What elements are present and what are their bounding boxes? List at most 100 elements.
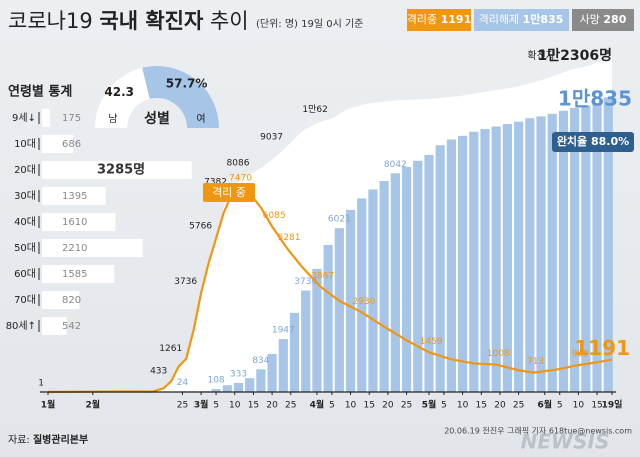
category-label: 10대 (14, 138, 36, 150)
source: 자료: 질병관리본부 (8, 433, 88, 446)
callout-box (203, 183, 255, 202)
age-bar (42, 213, 116, 231)
bar (413, 160, 423, 392)
gauge-value: 57.7% (166, 77, 208, 91)
bar (424, 154, 434, 392)
logo: NEWSIS (521, 430, 610, 454)
bar-label: 175 (62, 113, 81, 124)
data-label: 108 (207, 376, 224, 386)
data-label: 834 (252, 356, 269, 366)
bar (502, 124, 513, 393)
x-tick-label: 10 (573, 401, 585, 411)
data-label: 5766 (189, 222, 212, 232)
bar (581, 105, 591, 393)
x-tick-label: 15 (591, 401, 602, 411)
subtitle: (단위: 명) 19일 0시 기준 (256, 17, 363, 30)
annotations: 격리 중 격리해제 완치율 88.0% 확진자 (203, 50, 634, 202)
category-label: 9세↓ (12, 112, 36, 124)
x-tick-label: 5월 (422, 399, 437, 411)
gauge-segment (142, 66, 219, 128)
bar (345, 209, 356, 392)
bar (233, 382, 244, 392)
x-tick-label: 25 (285, 401, 296, 411)
x-tick-label: 15 (363, 401, 374, 411)
bar-label: 820 (62, 295, 81, 306)
bar (357, 198, 367, 392)
credit: 20.06.19 전진우 그래픽 기자 618tue@newsis.com (444, 426, 632, 436)
badge (572, 9, 634, 31)
bar-label: 2210 (62, 243, 87, 254)
category-label: 70대 (14, 294, 36, 306)
bar (312, 268, 322, 392)
bar (334, 228, 344, 392)
x-tick-label: 6월 (537, 399, 552, 411)
data-label: 1459 (420, 337, 443, 347)
bar-label: 1585 (62, 269, 87, 280)
x-tick-label: 10 (229, 401, 241, 411)
line (47, 187, 613, 394)
x-tick-label: 10 (457, 401, 469, 411)
bar (256, 369, 266, 392)
rate: 완치율 88.0% (557, 134, 629, 148)
x-tick-label: 5 (213, 401, 219, 411)
data-label: 1191 (574, 336, 630, 360)
x-tick-label: 25 (177, 401, 188, 411)
bar (480, 129, 490, 393)
bar (278, 339, 288, 392)
x-tick-label: 4월 (310, 399, 325, 411)
title: 코로나19 국내 확진자 추이 (8, 9, 249, 33)
bar (458, 135, 468, 392)
data-label: 6021 (328, 215, 351, 225)
x-tick-label: 19일 (602, 399, 623, 411)
x-tick-label: 25 (401, 401, 412, 411)
data-label: 989 (572, 350, 589, 360)
gauge-category: 남 (108, 113, 117, 125)
title-part: 추이 (210, 9, 249, 33)
annotation: 격리해제 (395, 133, 435, 147)
bar (570, 107, 580, 392)
data-label: 1만2306명 (538, 47, 612, 64)
rate-box (552, 132, 634, 152)
bar (379, 181, 389, 392)
badge-text: 격리중 1191 (407, 13, 472, 26)
x-tick-label: 5 (557, 401, 563, 411)
x-tick-label: 20 (382, 401, 394, 411)
age-bar (42, 239, 143, 257)
title-part: 코로나19 (8, 9, 93, 33)
data-label: 3867 (311, 271, 334, 281)
bar (390, 173, 400, 392)
x-tick-label: 5 (329, 401, 335, 411)
data-label: 433 (150, 367, 167, 377)
data-label: 2930 (352, 297, 375, 307)
badge (474, 9, 569, 31)
data-label: 1만62 (302, 104, 327, 115)
category-label: 50대 (14, 242, 36, 254)
bar-label: 3285명 (97, 162, 145, 178)
x-tick-label: 3월 (194, 399, 209, 411)
age-bar (42, 109, 50, 127)
bar (267, 353, 277, 392)
age-bar (42, 291, 80, 309)
badge-text: 사망 280 (580, 13, 627, 26)
title-part: 국내 확진자 (99, 9, 204, 33)
data-label: 1947 (272, 326, 295, 336)
gauge-title: 성별 (144, 110, 170, 127)
x-tick-label: 20 (266, 401, 278, 411)
bar (446, 139, 456, 392)
annotation: 확진자 (527, 50, 555, 62)
x-tick-label: 10 (345, 401, 357, 411)
bar-label: 1610 (62, 217, 87, 228)
data-label: 1008 (487, 349, 510, 359)
x-tick-label: 5 (441, 401, 447, 411)
source-name: 질병관리본부 (33, 433, 88, 446)
badge-name: 격리중 (407, 13, 437, 26)
x-tick-label: 15 (476, 401, 487, 411)
bar-label: 686 (62, 139, 81, 150)
category-label: 30대 (14, 190, 36, 202)
data-label: 333 (230, 369, 247, 379)
x-tick-label: 25 (513, 401, 524, 411)
data-label: 24 (177, 378, 189, 388)
age-bar (42, 317, 67, 335)
